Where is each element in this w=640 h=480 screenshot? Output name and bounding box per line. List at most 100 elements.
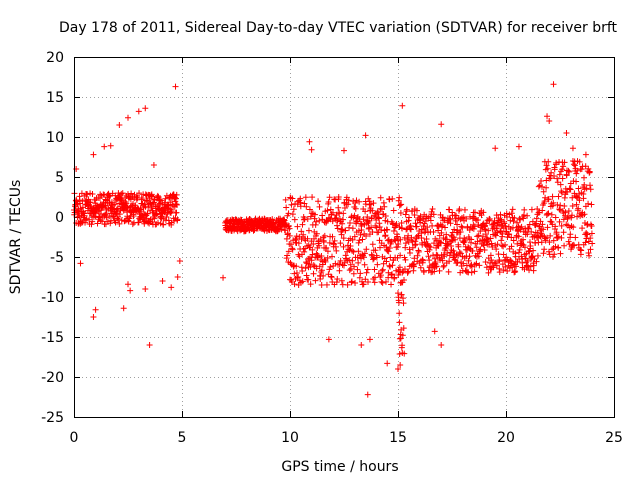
- data-point: [306, 206, 313, 213]
- data-point: [328, 273, 335, 280]
- data-point: [523, 262, 530, 269]
- data-point: [316, 203, 323, 210]
- data-point: [157, 214, 164, 221]
- data-point: [402, 211, 409, 218]
- data-point: [336, 261, 343, 268]
- data-point: [574, 167, 581, 174]
- data-point: [118, 190, 125, 197]
- x-tick-label: 25: [605, 430, 623, 446]
- data-point: [441, 217, 448, 224]
- x-tick-label: 20: [497, 430, 515, 446]
- data-point: [477, 228, 484, 235]
- data-point: [550, 253, 557, 260]
- data-point: [557, 250, 564, 257]
- data-point: [446, 215, 453, 222]
- data-point: [305, 227, 312, 234]
- data-point: [389, 195, 396, 202]
- data-point: [575, 205, 582, 212]
- data-point: [426, 257, 433, 264]
- data-point: [560, 163, 567, 170]
- data-point: [563, 130, 570, 136]
- data-point: [340, 216, 347, 223]
- data-point: [337, 240, 344, 247]
- y-tick-label: 15: [46, 90, 64, 106]
- data-point: [349, 247, 356, 254]
- data-point: [550, 81, 557, 88]
- data-point: [430, 229, 437, 236]
- data-point: [515, 233, 522, 240]
- data-point: [326, 239, 333, 246]
- data-point: [352, 280, 359, 287]
- data-point: [454, 221, 461, 228]
- data-point: [394, 233, 401, 240]
- data-point: [538, 178, 545, 185]
- data-point: [570, 161, 577, 168]
- data-point: [379, 266, 386, 273]
- data-point: [390, 207, 397, 214]
- data-point: [393, 220, 400, 227]
- data-point: [474, 238, 481, 245]
- data-point: [143, 197, 149, 204]
- data-point: [446, 258, 453, 265]
- data-point: [548, 211, 555, 218]
- data-point: [438, 229, 445, 236]
- plot-frame: [74, 57, 615, 418]
- data-point: [315, 198, 322, 205]
- data-point: [386, 262, 393, 269]
- data-point: [570, 224, 577, 231]
- data-point: [87, 199, 94, 206]
- data-point: [510, 218, 517, 225]
- data-point: [461, 206, 468, 213]
- data-point: [325, 199, 332, 206]
- data-point: [146, 342, 153, 348]
- data-point: [521, 206, 528, 213]
- data-point: [319, 261, 326, 268]
- data-point: [487, 235, 494, 242]
- y-tick-label: -10: [41, 290, 64, 306]
- data-point: [307, 213, 314, 220]
- data-point: [318, 281, 325, 288]
- data-point: [362, 201, 369, 208]
- data-point: [577, 212, 584, 219]
- data-point: [457, 250, 464, 257]
- data-point: [382, 232, 389, 239]
- data-point: [285, 210, 292, 217]
- data-point: [372, 247, 379, 254]
- data-point: [350, 270, 357, 277]
- data-point: [415, 248, 422, 255]
- data-point: [168, 219, 175, 226]
- data-point: [288, 201, 295, 208]
- data-point: [587, 182, 593, 189]
- data-point: [291, 281, 298, 288]
- data-point: [370, 256, 377, 263]
- data-point: [327, 263, 334, 270]
- data-point: [125, 114, 131, 121]
- data-point: [316, 217, 323, 224]
- data-point: [571, 162, 578, 169]
- data-point: [367, 201, 374, 208]
- data-point: [384, 237, 391, 244]
- data-point: [294, 223, 301, 230]
- data-point: [297, 203, 304, 210]
- data-point: [500, 251, 507, 258]
- data-point: [452, 236, 459, 243]
- data-point: [546, 118, 553, 124]
- data-point: [551, 251, 558, 258]
- data-point: [345, 246, 352, 253]
- data-point: [388, 271, 395, 278]
- data-point: [344, 281, 351, 288]
- data-point: [475, 253, 482, 260]
- data-point: [111, 201, 118, 208]
- data-point: [103, 214, 110, 221]
- data-point: [585, 165, 592, 172]
- data-point: [582, 151, 589, 158]
- data-point: [438, 342, 445, 348]
- data-point: [571, 190, 578, 197]
- data-point: [485, 236, 491, 243]
- data-point: [515, 143, 522, 150]
- data-point: [546, 239, 553, 246]
- data-point: [159, 278, 166, 284]
- data-point: [331, 237, 338, 244]
- data-point: [338, 277, 345, 284]
- data-point: [357, 270, 364, 277]
